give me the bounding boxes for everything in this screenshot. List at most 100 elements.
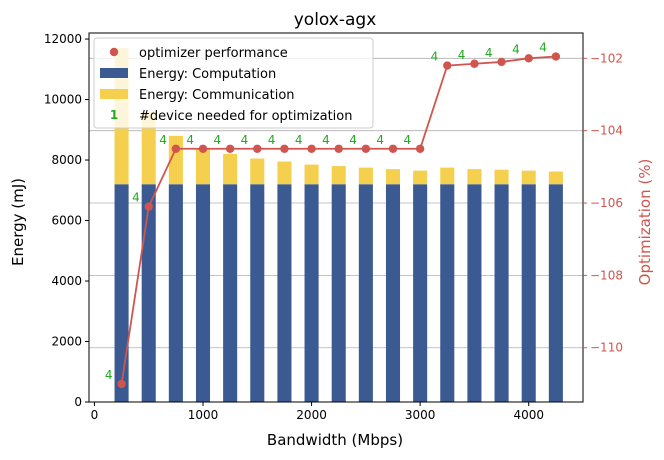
x-tick-label: 1000 xyxy=(188,408,219,422)
computation-bar xyxy=(413,184,428,402)
legend-marker: 1 xyxy=(110,108,118,122)
computation-bar xyxy=(168,184,183,402)
legend-label: Energy: Computation xyxy=(139,67,276,82)
communication-bar xyxy=(331,166,346,185)
communication-bar xyxy=(494,169,509,185)
y2-tick-label: −106 xyxy=(590,196,623,210)
legend-marker xyxy=(109,47,119,57)
communication-bar xyxy=(548,171,563,185)
y-tick-label: 10000 xyxy=(44,93,82,107)
legend-label: Energy: Communication xyxy=(139,88,295,103)
device-count-label: 4 xyxy=(322,133,330,147)
optimizer-performance-point xyxy=(171,144,181,153)
optimizer-performance-point xyxy=(253,144,262,153)
communication-bar xyxy=(385,169,401,185)
optimizer-performance-point xyxy=(551,52,561,61)
device-count-label: 4 xyxy=(132,191,140,205)
computation-bar xyxy=(385,184,401,402)
y-tick-label: 4000 xyxy=(51,274,82,288)
legend-label: #device needed for optimization xyxy=(139,109,352,124)
communication-bar xyxy=(141,111,156,185)
device-count-label: 4 xyxy=(214,133,222,147)
optimizer-performance-point xyxy=(307,144,316,153)
optimizer-performance-point xyxy=(497,57,506,67)
computation-bar xyxy=(440,184,455,402)
legend-marker xyxy=(100,89,128,99)
device-count-label: 4 xyxy=(404,133,412,147)
communication-bar xyxy=(358,167,373,185)
x-tick-label: 3000 xyxy=(405,408,436,422)
optimizer-performance-point xyxy=(280,144,289,153)
device-count-label: 4 xyxy=(241,133,249,147)
device-count-label: 4 xyxy=(186,133,194,147)
communication-bar xyxy=(304,164,319,185)
y-tick-label: 0 xyxy=(74,395,82,409)
communication-bar xyxy=(440,167,455,185)
computation-bar xyxy=(277,184,292,402)
computation-bar xyxy=(114,184,129,402)
computation-bar xyxy=(494,184,509,402)
device-count-label: 4 xyxy=(295,133,303,147)
optimizer-performance-point xyxy=(524,54,533,63)
y2-tick-label: −104 xyxy=(590,124,623,138)
legend-label: optimizer performance xyxy=(139,46,288,61)
y-tick-label: 8000 xyxy=(51,153,82,167)
optimizer-performance-point xyxy=(361,144,371,153)
device-labels: 4 4 4 4 4 4 4 4 4 4 4 4 4 4 4 4 4 xyxy=(105,41,547,382)
device-count-label: 4 xyxy=(431,50,439,64)
x-tick-label: 0 xyxy=(91,408,99,422)
device-count-label: 4 xyxy=(105,368,113,382)
optimizer-performance-point xyxy=(144,202,153,211)
optimizer-performance-point xyxy=(415,144,425,153)
optimizer-performance-point xyxy=(198,144,208,153)
computation-bar xyxy=(141,184,156,402)
communication-bar xyxy=(223,153,238,185)
optimizer-line xyxy=(117,52,561,389)
communication-bar xyxy=(467,169,482,185)
device-count-label: 4 xyxy=(268,133,276,147)
communication-bar xyxy=(250,158,265,185)
plot-frame xyxy=(88,32,584,403)
legend-box xyxy=(93,37,374,129)
y-tick-label: 6000 xyxy=(51,214,82,228)
optimizer-performance-point xyxy=(388,144,398,153)
computation-bar xyxy=(304,184,319,402)
computation-bar xyxy=(331,184,346,402)
legend-marker xyxy=(100,68,128,78)
communication-bar xyxy=(195,149,211,185)
computation-bar xyxy=(358,184,373,402)
device-count-label: 4 xyxy=(512,42,520,56)
communication-bar xyxy=(277,161,292,185)
y2-tick-label: −108 xyxy=(590,268,623,282)
device-count-label: 4 xyxy=(349,133,357,147)
x-axis-title: Bandwidth (Mbps) xyxy=(267,431,403,449)
y-tick-label: 12000 xyxy=(44,32,82,46)
communication-bar xyxy=(521,170,536,185)
computation-bar xyxy=(467,184,482,402)
chart-title: yolox-agx xyxy=(294,10,377,30)
computation-bar xyxy=(250,184,265,402)
y2-tick-label: −110 xyxy=(590,341,623,355)
x-tick-label: 4000 xyxy=(513,408,544,422)
x-tick-label: 2000 xyxy=(296,408,327,422)
optimizer-performance-point xyxy=(117,379,126,389)
device-count-label: 4 xyxy=(376,133,384,147)
y-tick-label: 2000 xyxy=(51,335,82,349)
device-count-label: 4 xyxy=(539,41,547,55)
optimizer-performance-point xyxy=(225,144,235,153)
legend: optimizer performance Energy: Computation… xyxy=(93,37,374,129)
optimizer-performance-point xyxy=(443,61,452,70)
y2-tick-label: −102 xyxy=(590,51,623,65)
device-count-label: 4 xyxy=(485,46,493,60)
y2-axis-title: Optimization (%) xyxy=(636,159,654,286)
optimizer-performance-point xyxy=(334,144,343,153)
computation-bar xyxy=(223,184,238,402)
computation-bar xyxy=(521,184,536,402)
device-count-label: 4 xyxy=(159,133,167,147)
computation-bar xyxy=(195,184,211,402)
computation-bar xyxy=(548,184,563,402)
optimizer-performance-point xyxy=(470,59,479,68)
axes: 0 1000 2000 3000 4000 0 2000 4000 6000 8000 10000 1… xyxy=(44,32,623,422)
device-count-label: 4 xyxy=(458,48,466,62)
